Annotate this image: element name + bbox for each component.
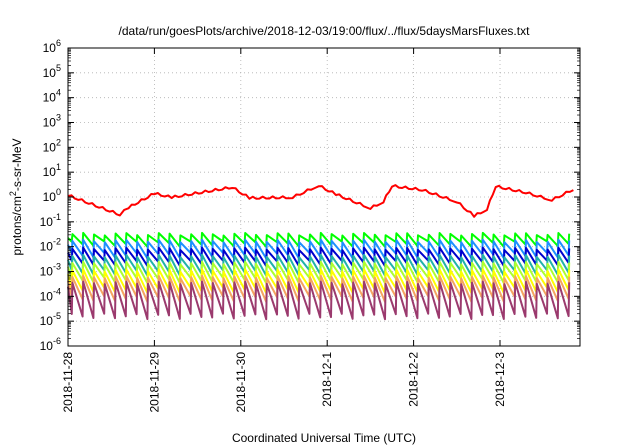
y-tick-label: 105 <box>43 63 61 80</box>
ticks <box>67 47 580 347</box>
x-tick-label: 2018-12-1 <box>320 352 334 407</box>
x-tick-labels: 2018-11-28 2018-11-29 2018-11-30 2018-12-1 2… <box>61 352 507 413</box>
x-tick-label: 2018-11-30 <box>234 352 248 413</box>
series-line-9 <box>67 280 571 321</box>
x-tick-label: 2018-12-2 <box>407 352 421 407</box>
series-line-1 <box>67 184 574 218</box>
x-tick-label: 2018-11-28 <box>61 352 75 413</box>
y-tick-label: 102 <box>43 137 61 154</box>
y-tick-labels: 10-6 10-5 10-4 10-3 10-2 10-1 100 101 102 103 104 1… <box>40 38 61 353</box>
y-axis-label: protons/cm2-s-sr-MeV <box>8 138 24 255</box>
y-tick-label: 101 <box>43 162 61 179</box>
y-axis-label-base: protons/cm <box>10 196 24 255</box>
y-axis-label-sup: 2 <box>8 191 18 196</box>
y-tick-label: 10-3 <box>40 262 61 279</box>
chart-title: /data/run/goesPlots/archive/2018-12-03/1… <box>119 24 531 38</box>
y-tick-label: 10-2 <box>40 237 61 254</box>
y-tick-label: 100 <box>43 187 61 204</box>
y-tick-label: 10-4 <box>40 286 61 303</box>
y-tick-label: 104 <box>43 88 61 105</box>
y-tick-label: 10-5 <box>40 311 61 328</box>
y-tick-label: 10-1 <box>40 212 61 229</box>
y-tick-label: 10-6 <box>40 336 61 353</box>
y-tick-label: 106 <box>43 38 61 55</box>
x-axis-label: Coordinated Universal Time (UTC) <box>232 431 416 445</box>
x-tick-label: 2018-12-3 <box>493 352 507 407</box>
y-tick-label: 103 <box>43 113 61 130</box>
x-tick-label: 2018-11-29 <box>147 352 161 413</box>
y-axis-label-rest: -s-sr-MeV <box>10 138 24 191</box>
series-layer <box>67 184 574 321</box>
